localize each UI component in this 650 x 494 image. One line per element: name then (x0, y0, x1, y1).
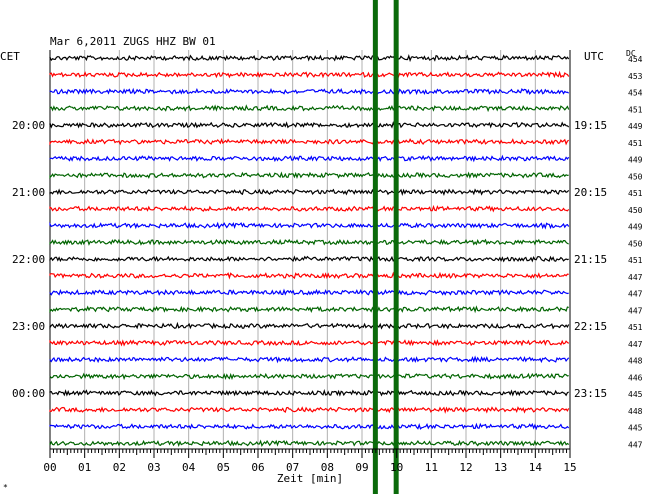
trace-row (49, 171, 569, 179)
left-hour-label: 22:00 (12, 253, 45, 266)
dc-value: 454 (628, 55, 643, 64)
dc-value: 445 (628, 424, 643, 433)
left-hour-label: 21:00 (12, 186, 45, 199)
right-hour-label: 22:15 (574, 320, 607, 333)
dc-value: 445 (628, 390, 643, 399)
left-hour-label: 00:00 (12, 387, 45, 400)
trace-row (49, 221, 570, 230)
trace-row (49, 321, 570, 330)
dc-value: 449 (628, 122, 643, 131)
trace-row (49, 188, 570, 197)
x-tick-label: 12 (459, 461, 472, 474)
event-markers (372, 0, 399, 494)
left-hour-label: 20:00 (12, 119, 45, 132)
x-axis: 00 01 02 03 04 05 06 07 08 09 10 11 12 13 14 15 (43, 448, 577, 474)
trace-row (49, 305, 569, 314)
dc-value: 446 (628, 373, 643, 382)
trace-row (49, 121, 570, 129)
dc-value: 450 (628, 206, 643, 215)
trace-row (49, 204, 570, 213)
labels: 20:00 21:00 22:00 23:00 00:00 19:15 20:15 21:15… (12, 55, 643, 449)
x-tick-label: 07 (286, 461, 299, 474)
trace-row (49, 388, 569, 397)
left-hour-label: 23:00 (12, 320, 45, 333)
trace-row (49, 87, 570, 96)
dc-value: 451 (628, 189, 643, 198)
x-axis-label: Zeit [min] (277, 472, 343, 485)
left-timezone-label: CET (0, 50, 20, 63)
dc-header: DC (626, 49, 636, 58)
x-tick-label: 08 (321, 461, 334, 474)
chart-title: Mar 6,2011 ZUGS HHZ BW 01 (50, 35, 216, 48)
dc-value: 449 (628, 156, 643, 165)
trace-row (49, 53, 570, 63)
dc-value: 450 (628, 239, 643, 248)
right-hour-label: 19:15 (574, 119, 607, 132)
x-tick-label: 09 (355, 461, 368, 474)
trace-row (49, 255, 569, 263)
dc-value: 450 (628, 172, 643, 181)
right-hour-label: 20:15 (574, 186, 607, 199)
trace-row (49, 288, 569, 296)
x-tick-label: 05 (217, 461, 230, 474)
x-tick-label: 00 (43, 461, 56, 474)
right-hour-label: 23:15 (574, 387, 607, 400)
trace-row (49, 439, 570, 448)
footnote: * (3, 483, 8, 492)
dc-value: 447 (628, 306, 643, 315)
trace-row (49, 422, 570, 431)
trace-row (49, 355, 570, 364)
x-tick-label: 06 (251, 461, 264, 474)
traces (49, 53, 570, 448)
x-tick-label: 13 (494, 461, 507, 474)
x-tick-label: 15 (563, 461, 576, 474)
x-tick-label: 04 (182, 461, 196, 474)
dc-value: 448 (628, 407, 643, 416)
dc-value: 447 (628, 340, 643, 349)
trace-row (49, 271, 569, 280)
trace-row (49, 104, 570, 113)
trace-row (49, 372, 569, 381)
dc-value: 448 (628, 357, 643, 366)
grid (49, 50, 571, 449)
x-tick-label: 03 (147, 461, 160, 474)
right-hour-label: 21:15 (574, 253, 607, 266)
trace-row (49, 137, 570, 146)
x-tick-label: 14 (529, 461, 543, 474)
trace-row (49, 339, 570, 347)
dc-value: 447 (628, 273, 643, 282)
trace-row (49, 70, 570, 79)
trace-row (49, 406, 570, 414)
dc-value: 451 (628, 323, 643, 332)
dc-value: 451 (628, 105, 643, 114)
dc-value: 447 (628, 440, 643, 449)
dc-value: 447 (628, 290, 643, 299)
x-tick-label: 10 (390, 461, 403, 474)
dc-value: 454 (628, 89, 643, 98)
trace-row (49, 154, 570, 163)
dc-value: 451 (628, 256, 643, 265)
dc-value: 449 (628, 223, 643, 232)
dc-value: 453 (628, 72, 643, 81)
dc-value: 451 (628, 139, 643, 148)
x-tick-label: 01 (78, 461, 91, 474)
x-tick-label: 11 (425, 461, 438, 474)
right-timezone-label: UTC (584, 50, 604, 63)
x-tick-label: 02 (113, 461, 126, 474)
trace-row (49, 238, 569, 246)
